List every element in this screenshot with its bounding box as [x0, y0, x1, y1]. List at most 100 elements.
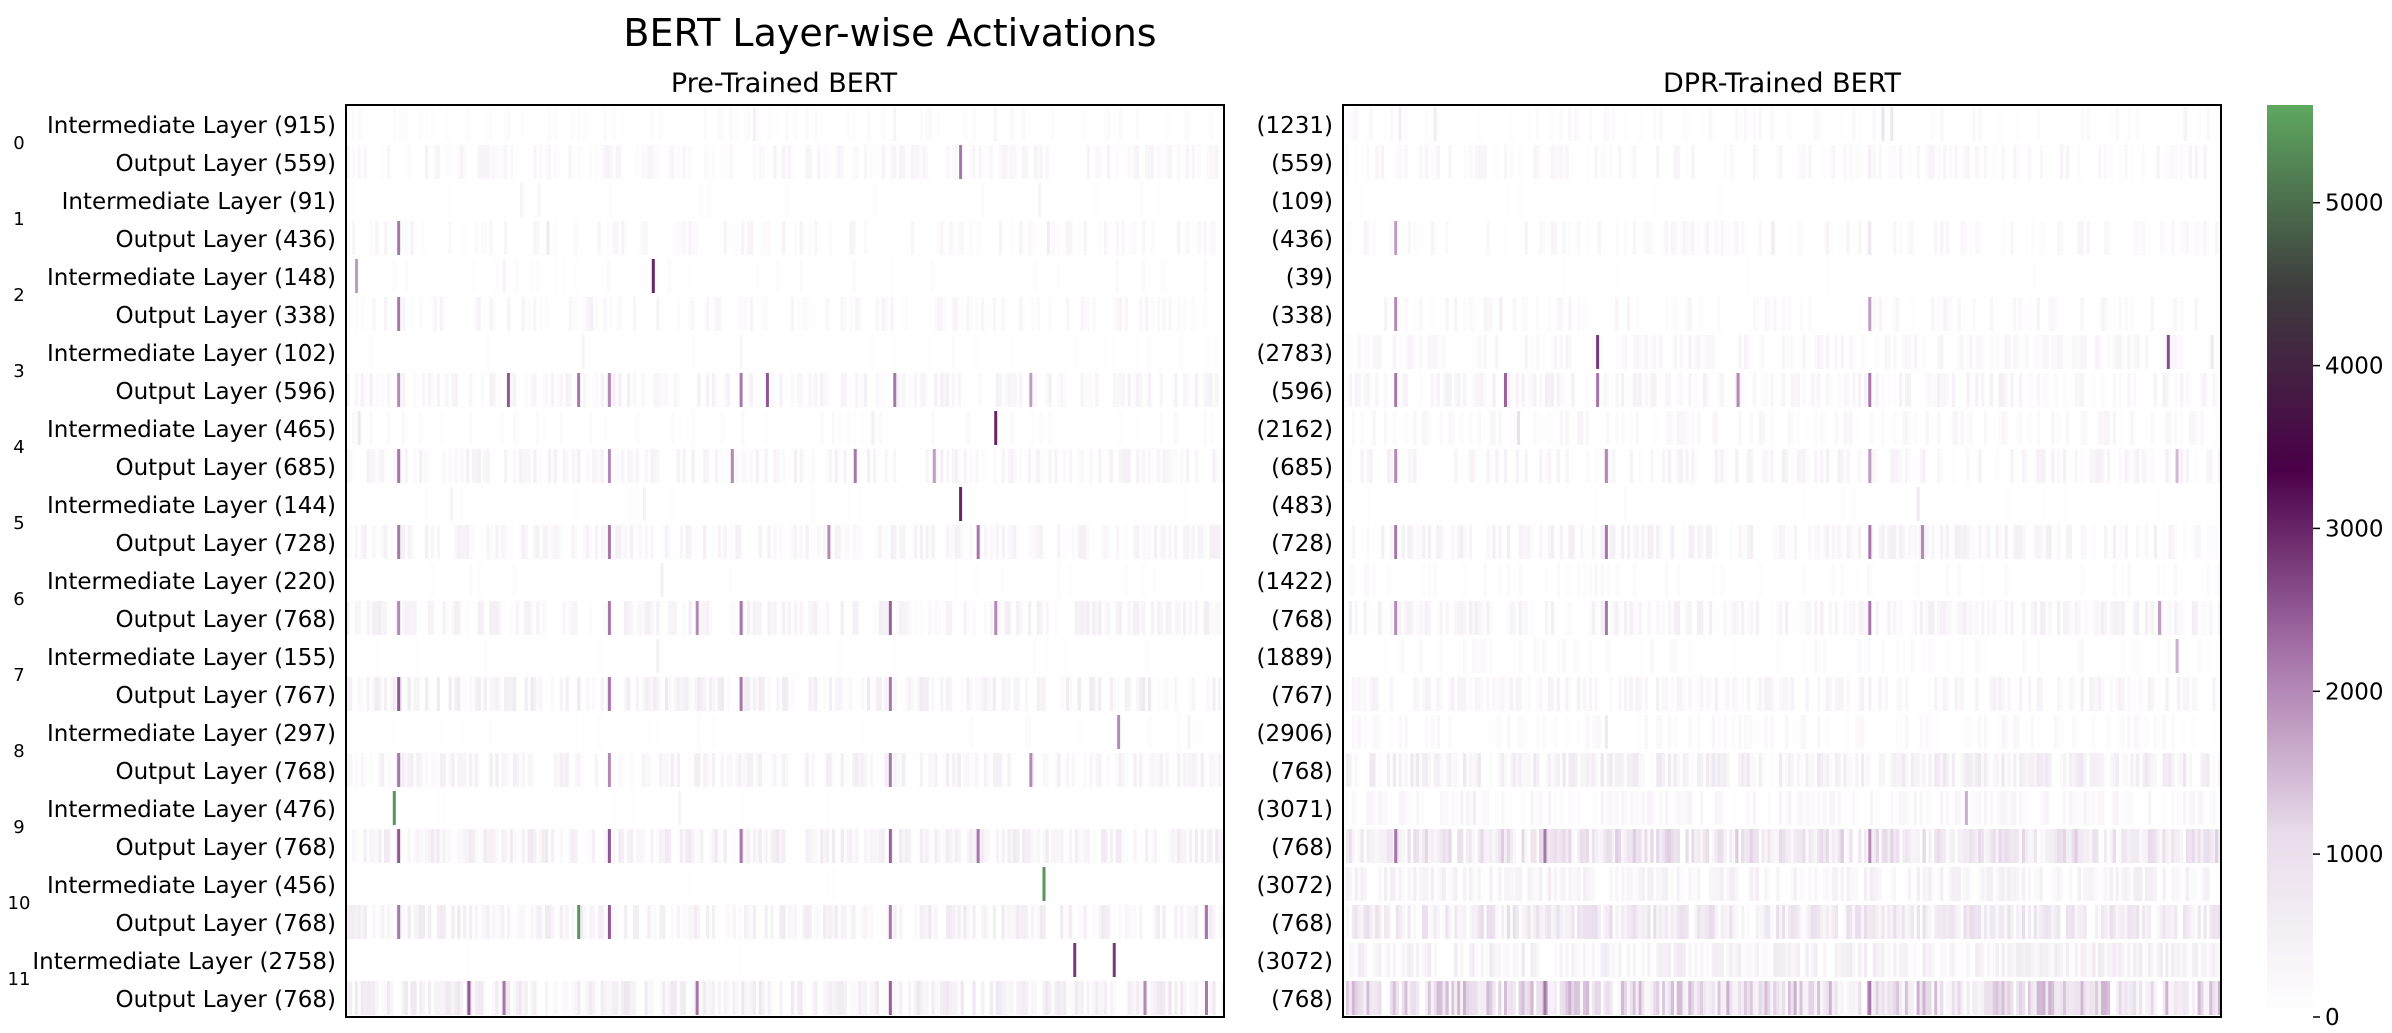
heatmap-cell: [773, 601, 777, 635]
heatmap-cell: [2177, 829, 2181, 863]
heatmap-cell: [392, 715, 397, 749]
heatmap-cell: [357, 981, 362, 1015]
heatmap-cell: [2101, 867, 2105, 901]
heatmap-cell: [1635, 677, 1639, 711]
heatmap-cell: [2095, 335, 2099, 369]
heatmap-cell: [2062, 829, 2067, 863]
heatmap-cell: [2092, 449, 2096, 483]
heatmap-cell: [1539, 449, 1543, 483]
heatmap-cell: [486, 335, 490, 369]
heatmap-cell: [741, 753, 745, 787]
heatmap-cell: [638, 829, 642, 863]
heatmap-cell: [1594, 677, 1599, 711]
heatmap-cell: [1048, 981, 1052, 1015]
heatmap-cell: [735, 753, 739, 787]
heatmap-cell: [2074, 449, 2078, 483]
heatmap-cell: [621, 221, 625, 255]
heatmap-cell: [954, 981, 959, 1015]
heatmap-cell: [957, 829, 961, 863]
activation-peak: [1868, 829, 1872, 863]
heatmap-cell: [975, 753, 979, 787]
heatmap-cell: [2212, 677, 2216, 711]
heatmap-cell: [1899, 677, 1903, 711]
heatmap-cell: [1550, 145, 1555, 179]
heatmap-cell: [489, 525, 493, 559]
heatmap-cell: [463, 221, 467, 255]
heatmap-cell: [700, 981, 704, 1015]
heatmap-cell: [1940, 373, 1944, 407]
heatmap-cell: [1989, 829, 1994, 863]
heatmap-cell: [1863, 905, 1868, 939]
heatmap-cell: [2180, 753, 2184, 787]
heatmap-cell: [1843, 373, 1847, 407]
heatmap-cell: [1203, 525, 1207, 559]
heatmap-cell: [1972, 525, 1976, 559]
heatmap-cell: [588, 525, 593, 559]
heatmap-cell: [1682, 221, 1686, 255]
heatmap-cell: [1966, 373, 1970, 407]
activation-peak: [520, 183, 524, 217]
heatmap-cell: [2068, 525, 2073, 559]
heatmap-cell: [1559, 145, 1563, 179]
heatmap-cell: [1369, 829, 1373, 863]
heatmap-cell: [1934, 373, 1938, 407]
heatmap-cell: [1506, 373, 1511, 407]
heatmap-cell: [1890, 601, 1894, 635]
heatmap-cell: [1726, 905, 1730, 939]
heatmap-cell: [1600, 791, 1604, 825]
heatmap-cell: [1907, 335, 1912, 369]
heatmap-cell: [644, 905, 648, 939]
heatmap-cell: [823, 829, 827, 863]
heatmap-cell: [945, 677, 950, 711]
heatmap-cell: [1080, 107, 1084, 141]
heatmap-cell: [477, 297, 482, 331]
heatmap-cell: [1036, 677, 1041, 711]
heatmap-cell: [2191, 829, 2196, 863]
heatmap-cell: [1981, 563, 1985, 597]
heatmap-row: [346, 145, 1219, 179]
heatmap-cell: [1855, 411, 1859, 445]
heatmap-cell: [577, 677, 581, 711]
heatmap-cell: [495, 487, 499, 521]
heatmap-cell: [1474, 145, 1479, 179]
heatmap-cell: [430, 107, 435, 141]
heatmap-cell: [1183, 601, 1187, 635]
heatmap-cell: [667, 981, 672, 1015]
heatmap-cell: [1817, 525, 1821, 559]
heatmap-cell: [1749, 525, 1754, 559]
heatmap-cell: [2089, 791, 2093, 825]
heatmap-cell: [1942, 677, 1947, 711]
heatmap-cell: [1913, 829, 1918, 863]
heatmap-cell: [381, 373, 385, 407]
heatmap-cell: [577, 145, 581, 179]
heatmap-cell: [1121, 829, 1125, 863]
heatmap-cell: [1489, 829, 1493, 863]
heatmap-cell: [878, 373, 882, 407]
heatmap-cell: [2016, 335, 2020, 369]
heatmap-cell: [1758, 335, 1762, 369]
heatmap-cell: [1001, 297, 1005, 331]
heatmap-cell: [1471, 829, 1476, 863]
heatmap-cell: [981, 297, 985, 331]
heatmap-cell: [1536, 715, 1540, 749]
heatmap-cell: [1629, 753, 1634, 787]
heatmap-cell: [937, 221, 941, 255]
heatmap-cell: [1521, 715, 1525, 749]
heatmap-cell: [2103, 867, 2108, 901]
heatmap-cell: [1822, 525, 1827, 559]
heatmap-cell: [436, 829, 441, 863]
heatmap-cell: [1413, 411, 1417, 445]
heatmap-cell: [1679, 373, 1683, 407]
heatmap-cell: [477, 449, 482, 483]
heatmap-cell: [410, 601, 414, 635]
heatmap-cell: [439, 297, 443, 331]
heatmap-cell: [1767, 107, 1771, 141]
heatmap-cell: [2215, 905, 2219, 939]
heatmap-cell: [1530, 867, 1534, 901]
heatmap-cell: [1048, 373, 1052, 407]
heatmap-cell: [2019, 905, 2023, 939]
heatmap-cell: [1010, 335, 1014, 369]
heatmap-cell: [978, 525, 982, 559]
heatmap-cell: [805, 145, 809, 179]
heatmap-cell: [978, 145, 982, 179]
